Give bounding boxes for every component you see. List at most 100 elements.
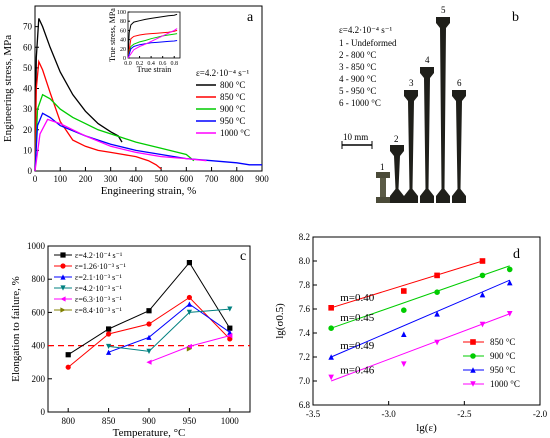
data-point bbox=[186, 346, 192, 352]
data-point bbox=[146, 348, 152, 355]
data-point bbox=[401, 307, 407, 314]
inset-y-tick-label: 60 bbox=[120, 28, 126, 34]
data-point bbox=[227, 329, 233, 335]
legend-marker bbox=[60, 252, 66, 258]
specimen-body bbox=[452, 90, 466, 203]
data-point bbox=[479, 291, 486, 298]
panel-c: 800 850 900 950 1000 0 200 400 600 800 1000 Tempera… bbox=[10, 241, 251, 438]
specimen-body bbox=[404, 90, 418, 203]
y-tick-label: 10 bbox=[23, 145, 33, 155]
data-point bbox=[65, 352, 71, 358]
specimen bbox=[404, 90, 418, 203]
inset-x-tick-label: 0.4 bbox=[147, 61, 155, 67]
photo-caption-item: 4 - 900 °C bbox=[339, 74, 376, 84]
data-point bbox=[227, 306, 233, 312]
slope-annotation: m=0.40 bbox=[340, 292, 375, 304]
legend-marker bbox=[470, 353, 476, 359]
legend-label: 900 °C bbox=[490, 351, 515, 361]
x-tick-label: 900 bbox=[142, 416, 156, 426]
y-tick-label: 40 bbox=[23, 84, 33, 94]
x-tick-label: -2.0 bbox=[533, 409, 548, 419]
legend-label: 1000 °C bbox=[220, 128, 250, 138]
data-point bbox=[401, 288, 407, 294]
series-line bbox=[34, 18, 123, 172]
data-point bbox=[434, 289, 440, 296]
y-tick-label: 7.4 bbox=[299, 328, 311, 338]
series-line bbox=[34, 112, 262, 172]
x-tick-label: -3.5 bbox=[306, 409, 321, 419]
y-tick-label: 50 bbox=[23, 63, 33, 73]
legend-label: ε=2.1·10⁻³ s⁻¹ bbox=[75, 273, 122, 282]
photo-caption-item: 2 - 800 °C bbox=[339, 50, 376, 60]
data-point bbox=[106, 349, 112, 355]
series-line bbox=[34, 118, 207, 172]
inset-x-tick-label: 0.2 bbox=[136, 61, 144, 67]
y-tick-label: 70 bbox=[23, 22, 33, 32]
legend-marker bbox=[470, 339, 476, 345]
data-point bbox=[186, 301, 192, 307]
data-point bbox=[328, 354, 334, 360]
legend-label: ε=6.3·10⁻³ s⁻¹ bbox=[75, 295, 122, 304]
data-point bbox=[434, 311, 440, 317]
y-tick-label: 30 bbox=[23, 104, 33, 114]
inset-series-line bbox=[127, 28, 178, 59]
legend-marker bbox=[60, 274, 66, 280]
specimen bbox=[452, 90, 466, 203]
x-tick-label: 950 bbox=[183, 416, 197, 426]
data-point bbox=[186, 294, 192, 301]
photo-title: ε=4.2·10⁻⁴ s⁻¹ bbox=[339, 25, 392, 35]
legend-marker bbox=[470, 381, 476, 387]
legend-marker bbox=[60, 285, 66, 291]
x-axis-label: Engineering strain, % bbox=[101, 185, 197, 197]
legend-marker bbox=[470, 367, 476, 373]
inset-y-tick-label: 40 bbox=[120, 38, 126, 44]
y-tick-label: 7.6 bbox=[299, 304, 311, 314]
specimen-body bbox=[436, 17, 450, 203]
inset-x-axis-label: True strain bbox=[137, 65, 172, 74]
y-tick-label: 1000 bbox=[27, 241, 46, 251]
specimen-number: 6 bbox=[457, 78, 462, 88]
panel-a: 0 100 200 300 400 500 600 700 800 900010203040506… bbox=[2, 5, 269, 197]
y-tick-label: 600 bbox=[32, 307, 46, 317]
legend-marker bbox=[60, 263, 66, 269]
specimen-head bbox=[376, 197, 390, 203]
data-point bbox=[506, 266, 513, 273]
y-tick-label: 200 bbox=[32, 374, 46, 384]
x-tick-label: 900 bbox=[255, 174, 269, 184]
y-axis-label: Engineering stress, MPa bbox=[2, 35, 14, 142]
data-point bbox=[227, 336, 233, 342]
x-tick-label: 800 bbox=[61, 416, 75, 426]
legend-label: 850 °C bbox=[490, 337, 515, 347]
x-tick-label: 200 bbox=[79, 174, 93, 184]
y-tick-label: 800 bbox=[32, 274, 46, 284]
panel-b: ε=4.2·10⁻⁴ s⁻¹ 1 - Undeformed 2 - 800 °C 3 … bbox=[339, 5, 519, 203]
data-point bbox=[328, 325, 334, 332]
inset-y-tick-label: 80 bbox=[120, 19, 126, 25]
x-tick-label: -3.0 bbox=[382, 409, 397, 419]
inset-frame bbox=[127, 11, 181, 59]
photo-caption-item: 6 - 1000 °C bbox=[339, 98, 381, 108]
inset-x-tick-label: 0.0 bbox=[124, 61, 132, 67]
y-tick-label: 20 bbox=[23, 125, 33, 135]
y-tick-label: 7.2 bbox=[299, 352, 310, 362]
data-point bbox=[506, 311, 513, 317]
fit-line bbox=[330, 313, 510, 382]
panel-letter-b: b bbox=[512, 10, 519, 25]
data-point bbox=[506, 279, 513, 286]
y-tick-label: 6.8 bbox=[299, 400, 311, 410]
inset-series-line bbox=[127, 40, 178, 59]
inset-series-line bbox=[127, 13, 178, 59]
x-tick-label: 1000 bbox=[221, 416, 240, 426]
specimen-body bbox=[390, 145, 404, 203]
x-tick-label: 800 bbox=[230, 174, 244, 184]
plot-frame bbox=[312, 236, 541, 406]
inset-y-tick-label: 100 bbox=[117, 10, 126, 16]
specimen-number: 1 bbox=[380, 162, 385, 172]
legend-label: 800 °C bbox=[220, 80, 245, 90]
legend-label: ε=4.2·10⁻³ s⁻¹ bbox=[75, 284, 122, 293]
data-point bbox=[479, 258, 486, 264]
y-tick-label: 7.0 bbox=[299, 376, 311, 386]
inset-x-tick-label: 0.6 bbox=[159, 61, 167, 67]
specimen-number: 2 bbox=[394, 134, 399, 144]
x-tick-label: 0 bbox=[33, 174, 38, 184]
